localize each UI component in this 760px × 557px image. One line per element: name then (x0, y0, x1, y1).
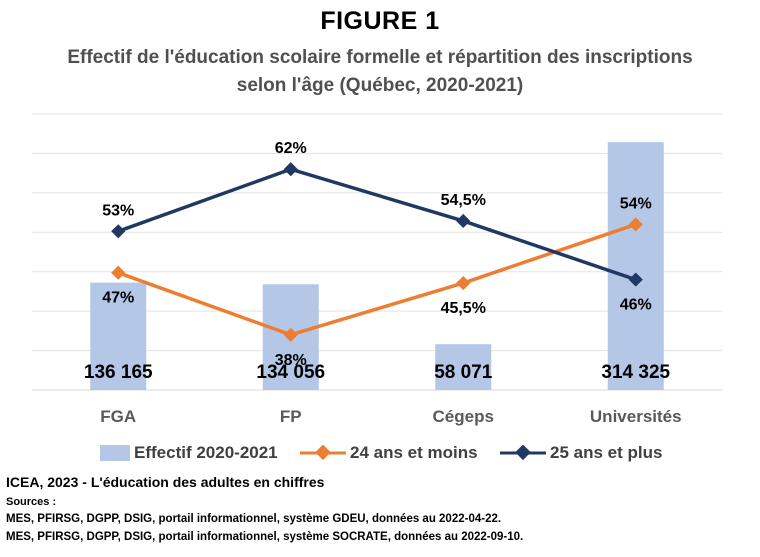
series-line (117, 222, 637, 337)
source-line: MES, PFIRSG, DGPP, DSIG, portail informa… (6, 531, 524, 543)
gridlines (32, 113, 722, 391)
legend-item-effectif: Effectif 2020-2021 (100, 440, 278, 466)
source-line: MES, PFIRSG, DGPP, DSIG, portail informa… (6, 513, 502, 525)
bar (90, 282, 147, 390)
x-tick-label: FGA (100, 407, 136, 426)
bars (90, 142, 664, 390)
bar-value-label: 58 071 (434, 362, 493, 383)
series-value-label: 47% (102, 290, 134, 307)
figure-label: FIGURE 1 (320, 7, 440, 35)
chart-title: Effectif de l'éducation scolaire formell… (67, 47, 693, 96)
series-value-label: 54,5% (441, 192, 486, 209)
credit-line: ICEA, 2023 - L'éducation des adultes en … (6, 474, 325, 490)
series-marker (111, 224, 126, 239)
series-marker (283, 162, 298, 177)
series-value-label: 46% (620, 297, 652, 314)
lines (111, 162, 643, 342)
bar-value-label: 136 165 (84, 362, 153, 383)
series-marker (628, 217, 643, 232)
data-labels: 136 165 134 056 58 071 314 325 47% 38% 45,5% 54… (84, 140, 671, 383)
legend: Effectif 2020-2021 24 ans et moins 25 an… (0, 440, 760, 466)
series-value-label: 53% (102, 202, 134, 219)
x-tick-label: Cégeps (433, 407, 494, 426)
bar-value-label: 314 325 (601, 362, 670, 383)
x-tick-label: FP (280, 407, 302, 426)
series-marker (456, 275, 471, 291)
legend-swatch-line-orange (300, 445, 346, 461)
legend-swatch-bar (100, 445, 130, 461)
series-value-label: 62% (275, 140, 307, 157)
x-tick-label: Universités (590, 407, 682, 426)
legend-label: Effectif 2020-2021 (134, 443, 278, 462)
legend-swatch-line-navy (500, 445, 546, 461)
x-axis: FGA FP Cégeps Universités (100, 407, 681, 426)
bar (607, 142, 664, 390)
series-marker (111, 265, 126, 280)
series-line (117, 167, 637, 282)
series-value-label: 38% (275, 352, 307, 369)
series-marker (456, 213, 471, 229)
legend-label: 24 ans et moins (350, 443, 478, 462)
series-marker (628, 272, 643, 287)
series-value-label: 45,5% (441, 300, 486, 317)
legend-item-25-ans: 25 ans et plus (500, 440, 662, 466)
series-value-label: 54% (620, 195, 652, 212)
series-marker (283, 327, 298, 342)
chart-area: 136 165 134 056 58 071 314 325 47% 38% 45,5% 54… (32, 113, 722, 426)
legend-label: 25 ans et plus (550, 443, 663, 462)
bar-value-label: 134 056 (256, 362, 325, 383)
legend-item-24-ans: 24 ans et moins (300, 440, 478, 466)
bar (435, 344, 492, 390)
sources-label: Sources : (6, 496, 57, 508)
